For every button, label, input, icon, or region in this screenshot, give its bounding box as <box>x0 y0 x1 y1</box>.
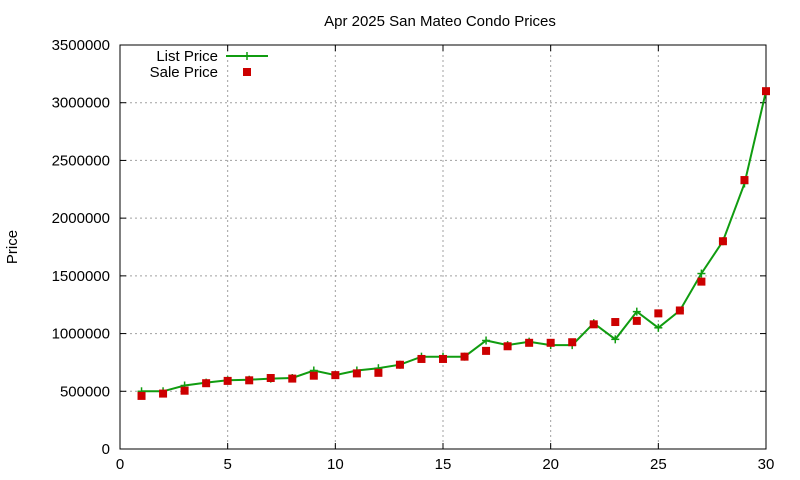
plot-frame <box>119 44 767 450</box>
sale-price-point <box>482 346 491 355</box>
sale-price-point <box>331 371 340 380</box>
y-tick-label: 1500000 <box>52 268 110 285</box>
list-price-point <box>697 269 706 278</box>
sale-price-point <box>762 87 770 96</box>
sale-price-point <box>202 379 211 388</box>
legend-label-list-price: List Price <box>156 48 218 65</box>
list-price-point <box>654 323 663 332</box>
legend-label-sale-price: Sale Price <box>150 64 218 81</box>
sale-price-point <box>740 176 749 185</box>
y-tick-label: 0 <box>102 441 110 458</box>
y-tick-label: 2000000 <box>52 210 110 227</box>
list-price-point <box>482 336 491 345</box>
sale-price-point <box>159 389 168 398</box>
sale-price-point <box>417 354 426 363</box>
sale-price-point <box>525 338 534 347</box>
sale-price-point <box>568 338 577 347</box>
sale-price-point <box>180 386 189 395</box>
sale-price-point <box>460 352 469 361</box>
sale-price-point <box>546 338 555 347</box>
sale-price-point <box>654 309 663 318</box>
legend-swatch-sale-price <box>243 68 251 76</box>
sale-price-point <box>718 237 727 246</box>
grid-lines <box>120 45 766 449</box>
list-price-point <box>632 307 641 316</box>
x-tick-label: 0 <box>116 456 124 473</box>
x-tick-label: 20 <box>542 456 559 473</box>
list-price-point <box>611 335 620 344</box>
y-tick-label: 2500000 <box>52 152 110 169</box>
sale-price-point <box>675 306 684 315</box>
sale-price-point <box>309 371 318 380</box>
sale-price-point <box>245 376 254 385</box>
sale-price-point <box>223 376 232 385</box>
y-tick-label: 3000000 <box>52 95 110 112</box>
sale-price-point <box>352 369 361 378</box>
sale-price-point <box>395 360 404 369</box>
x-tick-label: 25 <box>650 456 667 473</box>
sale-price-point <box>439 354 447 363</box>
sale-price-point <box>374 368 383 377</box>
y-tick-label: 1000000 <box>52 326 110 343</box>
list-price-line <box>141 90 767 393</box>
plot-series <box>137 87 770 400</box>
sale-price-point <box>503 342 512 351</box>
chart-title: Apr 2025 San Mateo Condo Prices <box>324 13 556 30</box>
sale-price-point <box>266 374 275 383</box>
y-tick-label: 3500000 <box>52 37 110 54</box>
sale-price-point <box>589 320 598 329</box>
sale-price-point <box>288 374 297 383</box>
sale-price-point <box>137 391 146 400</box>
sale-price-point <box>632 316 641 325</box>
x-tick-label: 5 <box>223 456 231 473</box>
x-tick-label: 10 <box>327 456 344 473</box>
y-axis-label: Price <box>4 230 21 264</box>
x-tick-label: 15 <box>435 456 452 473</box>
y-tick-label: 500000 <box>60 383 110 400</box>
sale-price-point <box>611 318 620 327</box>
x-tick-label: 30 <box>758 456 775 473</box>
sale-price-point <box>697 277 706 286</box>
